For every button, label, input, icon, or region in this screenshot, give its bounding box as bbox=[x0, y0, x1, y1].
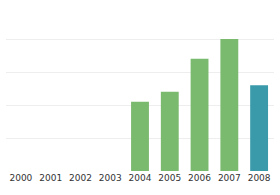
svg-text:2002: 2002 bbox=[69, 173, 92, 183]
svg-text:2005: 2005 bbox=[158, 173, 181, 183]
svg-text:2003: 2003 bbox=[99, 173, 122, 183]
svg-text:2007: 2007 bbox=[218, 173, 241, 183]
svg-text:2004: 2004 bbox=[129, 173, 152, 183]
svg-text:2001: 2001 bbox=[39, 173, 62, 183]
svg-text:2000: 2000 bbox=[9, 173, 32, 183]
svg-text:2006: 2006 bbox=[188, 173, 211, 183]
svg-text:2008: 2008 bbox=[248, 173, 271, 183]
